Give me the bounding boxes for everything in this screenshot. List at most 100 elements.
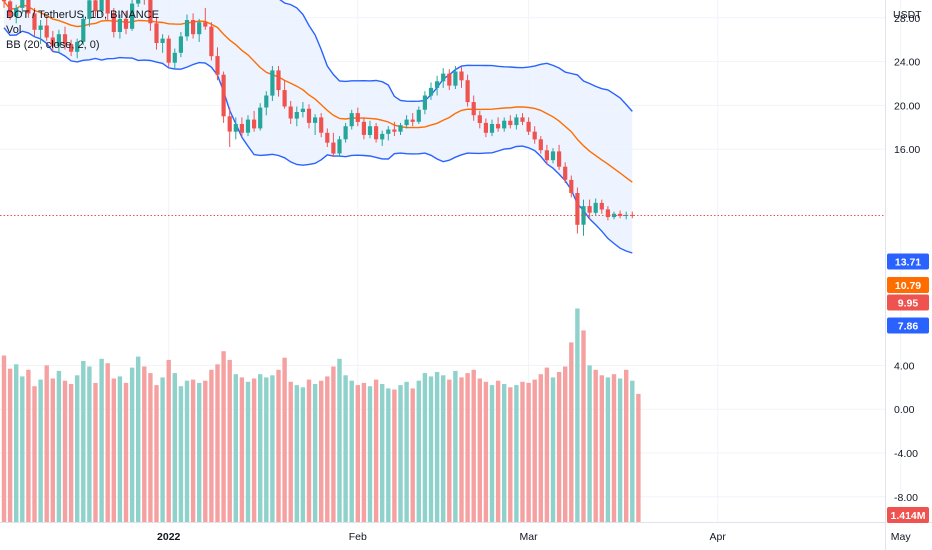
candle-body: [197, 22, 202, 35]
candle-body: [624, 214, 629, 216]
candle: [477, 110, 482, 129]
candle: [489, 119, 495, 137]
volume-bar: [136, 356, 141, 522]
candle: [239, 117, 244, 138]
candle-body: [81, 18, 86, 42]
badge-value: 10.79: [895, 280, 921, 292]
candle-body: [276, 70, 281, 91]
price-tick-label: 20.00: [894, 100, 920, 112]
price-badges: 13.71 10.79 9.95 7.86 1.414M: [887, 253, 929, 523]
candle-body: [20, 0, 25, 8]
candle-body: [404, 119, 409, 126]
volume-bar: [117, 376, 123, 522]
volume-bar: [154, 385, 159, 522]
bollinger-indicator-label[interactable]: BB (20, close, 2, 0): [6, 39, 100, 51]
candle: [599, 199, 604, 214]
volume-bar: [367, 386, 373, 522]
candle-body: [294, 112, 299, 119]
candle: [8, 0, 13, 20]
candle-body: [544, 150, 549, 161]
volume-bar: [556, 372, 562, 522]
candle-body: [105, 0, 110, 14]
candle-body: [630, 214, 635, 216]
candle: [532, 126, 537, 144]
candle-body: [465, 80, 470, 103]
volume-bar: [526, 382, 531, 522]
candle-body: [288, 106, 293, 119]
candle-body: [148, 0, 153, 24]
candle: [435, 75, 440, 96]
price-tick-label: 16.00: [894, 144, 920, 156]
candle: [404, 115, 409, 129]
candle: [252, 110, 257, 132]
candle: [624, 211, 629, 220]
candle: [123, 11, 129, 35]
candle-body: [355, 113, 360, 122]
candle-body: [514, 117, 519, 126]
volume-bar: [264, 377, 269, 522]
price-axis[interactable]: 32.0028.0024.0020.0016.004.000.00-4.00-8…: [894, 0, 920, 504]
price-tick-label: 24.00: [894, 57, 920, 69]
candle: [1, 0, 7, 8]
candle: [441, 68, 446, 88]
volume-bar: [221, 351, 226, 522]
candle: [313, 114, 318, 135]
candle: [355, 107, 360, 127]
candlesticks: [1, 0, 635, 236]
candle-body: [184, 20, 190, 37]
candle: [538, 136, 543, 154]
volume-bar: [87, 366, 92, 522]
volume-bar: [245, 381, 251, 522]
candle-body: [136, 0, 141, 4]
time-tick-label: Mar: [520, 531, 539, 543]
bollinger-upper-line: [279, 0, 633, 112]
symbol-title[interactable]: DOT / TetherUS, 1D, BINANCE: [6, 9, 160, 21]
volume-bar: [593, 369, 598, 522]
volume-bar: [514, 385, 519, 522]
bollinger-basis-line: [3, 0, 633, 183]
candle-body: [337, 139, 342, 154]
candle-body: [593, 202, 598, 213]
candle: [178, 32, 183, 58]
candle-body: [300, 108, 305, 112]
candle: [569, 175, 574, 198]
volume-bar: [624, 369, 629, 522]
volume-bar: [459, 377, 464, 522]
candle-body: [123, 18, 129, 29]
candle-body: [166, 38, 171, 63]
candle: [44, 16, 49, 41]
volume-indicator-label[interactable]: Vol: [6, 24, 22, 36]
volume-bar: [404, 381, 409, 522]
price-badge-bb-upper: 13.71: [887, 253, 929, 270]
candle-body: [87, 0, 92, 19]
volume-bar: [428, 376, 434, 522]
candle: [69, 39, 74, 57]
volume-bar: [258, 374, 263, 522]
volume-bar: [483, 381, 489, 522]
candle: [337, 136, 342, 156]
candle: [428, 82, 434, 100]
candle-body: [483, 122, 488, 133]
volume-bar: [587, 365, 592, 522]
volume-bar: [434, 372, 440, 522]
volume-bar: [129, 367, 135, 522]
candle: [416, 106, 421, 124]
candle: [227, 107, 232, 147]
volume-bar: [355, 385, 360, 522]
candle: [56, 29, 61, 53]
candle-body: [428, 87, 434, 96]
candle: [270, 66, 275, 101]
candle-body: [618, 213, 623, 216]
bollinger-lower-line: [3, 27, 633, 254]
volume-bar: [203, 380, 208, 522]
candle: [209, 22, 214, 61]
candle: [264, 91, 269, 116]
candle: [471, 95, 476, 121]
candle: [148, 0, 153, 31]
candle-body: [502, 120, 507, 129]
candle: [398, 122, 403, 135]
volume-bar: [471, 369, 476, 522]
time-axis[interactable]: 2022FebMarAprMayJunJul: [157, 531, 932, 543]
candle-body: [361, 121, 366, 135]
